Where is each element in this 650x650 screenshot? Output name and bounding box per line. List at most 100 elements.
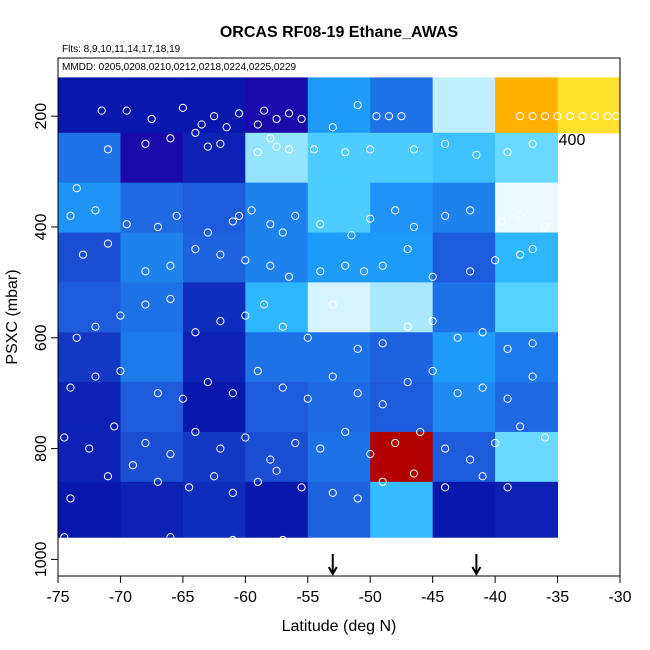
sample-marker xyxy=(528,112,537,121)
heatmap-cell xyxy=(307,481,371,538)
sample-marker xyxy=(397,112,406,121)
sample-marker xyxy=(466,455,475,464)
sample-marker xyxy=(441,211,450,220)
x-tick-label: -60 xyxy=(234,589,257,606)
heatmap-cell xyxy=(120,77,184,134)
sample-marker xyxy=(303,333,312,342)
sample-marker xyxy=(366,450,375,459)
heatmap-cell xyxy=(307,132,371,184)
sample-marker xyxy=(185,538,194,547)
heatmap-cell xyxy=(182,332,246,383)
x-tick-label: -35 xyxy=(546,589,569,606)
sample-marker xyxy=(503,555,512,564)
y-axis: 200 400 600 800 1000 xyxy=(33,103,58,577)
sample-marker xyxy=(216,250,225,259)
latitude-arrow xyxy=(327,554,338,577)
sample-marker xyxy=(409,469,419,478)
sample-marker xyxy=(178,394,187,403)
heatmap-cell xyxy=(370,232,434,283)
heatmap-cell xyxy=(307,332,371,383)
sample-marker xyxy=(272,142,281,151)
sample-marker xyxy=(378,544,387,553)
sample-marker xyxy=(172,211,181,220)
sample-marker xyxy=(203,377,212,387)
sample-marker xyxy=(503,344,512,353)
sample-marker xyxy=(284,145,294,154)
sample-marker xyxy=(91,546,100,556)
heatmap-cell xyxy=(58,182,121,234)
heatmap-cell xyxy=(245,182,309,234)
sample-marker xyxy=(253,366,262,376)
heatmap-cell xyxy=(495,481,559,538)
sample-marker xyxy=(166,134,175,143)
latitude-arrow xyxy=(471,554,482,577)
heatmap-cell xyxy=(245,382,309,433)
sample-marker xyxy=(291,546,300,556)
heatmap-cell xyxy=(182,182,246,234)
sample-marker xyxy=(185,483,194,492)
sample-marker xyxy=(197,120,206,129)
sample-marker xyxy=(428,272,437,281)
x-tick-label: -40 xyxy=(484,589,507,606)
sample-markers xyxy=(60,100,621,564)
heatmap-cell xyxy=(182,382,246,433)
heatmap-cell xyxy=(245,232,309,283)
sample-marker xyxy=(153,389,163,398)
heatmap-cell xyxy=(120,232,184,283)
y-tick-label: 400 xyxy=(33,214,50,241)
sample-marker xyxy=(234,211,244,220)
heatmap-cell xyxy=(307,382,371,433)
x-tick-label: -65 xyxy=(171,589,194,606)
sample-marker xyxy=(422,555,431,564)
flights-subtitle: Flts: 8,9,10,11,14,17,18,19 xyxy=(62,44,181,55)
heatmap-cell xyxy=(245,77,309,134)
heatmap-cell xyxy=(370,431,434,483)
sample-marker xyxy=(253,148,262,157)
sample-marker xyxy=(110,538,119,547)
heatmap-cell xyxy=(432,232,496,283)
sample-marker xyxy=(503,483,512,492)
sample-marker xyxy=(328,300,337,309)
sample-marker xyxy=(141,300,150,309)
sample-marker xyxy=(72,184,81,193)
sample-marker xyxy=(341,427,350,437)
x-tick-label: -45 xyxy=(421,589,444,606)
sample-marker xyxy=(291,211,300,220)
heatmap-cell xyxy=(495,282,559,333)
plot-frame xyxy=(57,57,621,577)
sample-marker xyxy=(403,322,412,331)
y-axis-label: PSXC (mbar) xyxy=(4,269,21,364)
sample-marker xyxy=(353,389,362,398)
sample-marker xyxy=(210,112,219,121)
sample-marker xyxy=(441,555,450,564)
x-tick-label: -70 xyxy=(109,589,132,606)
heatmap-cells xyxy=(58,77,621,538)
sample-marker xyxy=(272,466,281,475)
heatmap-cell xyxy=(557,77,621,134)
heatmap-cell xyxy=(432,481,496,538)
sample-marker xyxy=(309,145,319,154)
x-axis: -75 -70 -65 -60 -55 -50 -45 -40 -35 -30 xyxy=(46,576,632,606)
sample-marker xyxy=(216,317,225,326)
sample-marker xyxy=(309,541,319,550)
sample-marker xyxy=(234,109,244,118)
sample-marker xyxy=(366,145,375,154)
sample-marker xyxy=(222,123,231,132)
sample-marker xyxy=(191,328,200,337)
sample-marker xyxy=(278,383,287,392)
sample-marker xyxy=(428,366,437,376)
heatmap-cell xyxy=(182,132,246,184)
sample-marker xyxy=(497,217,506,226)
heatmap-cell xyxy=(370,182,434,234)
sample-marker xyxy=(216,444,225,453)
sample-marker xyxy=(553,112,562,121)
colorbar-tick-label: 400 xyxy=(559,132,586,149)
sample-marker xyxy=(515,112,525,121)
sample-marker xyxy=(341,261,350,270)
sample-marker xyxy=(491,256,500,265)
sample-marker xyxy=(241,311,250,320)
sample-marker xyxy=(515,250,525,259)
heatmap-cell xyxy=(307,77,371,134)
sample-marker xyxy=(278,322,287,331)
sample-marker xyxy=(122,220,131,229)
